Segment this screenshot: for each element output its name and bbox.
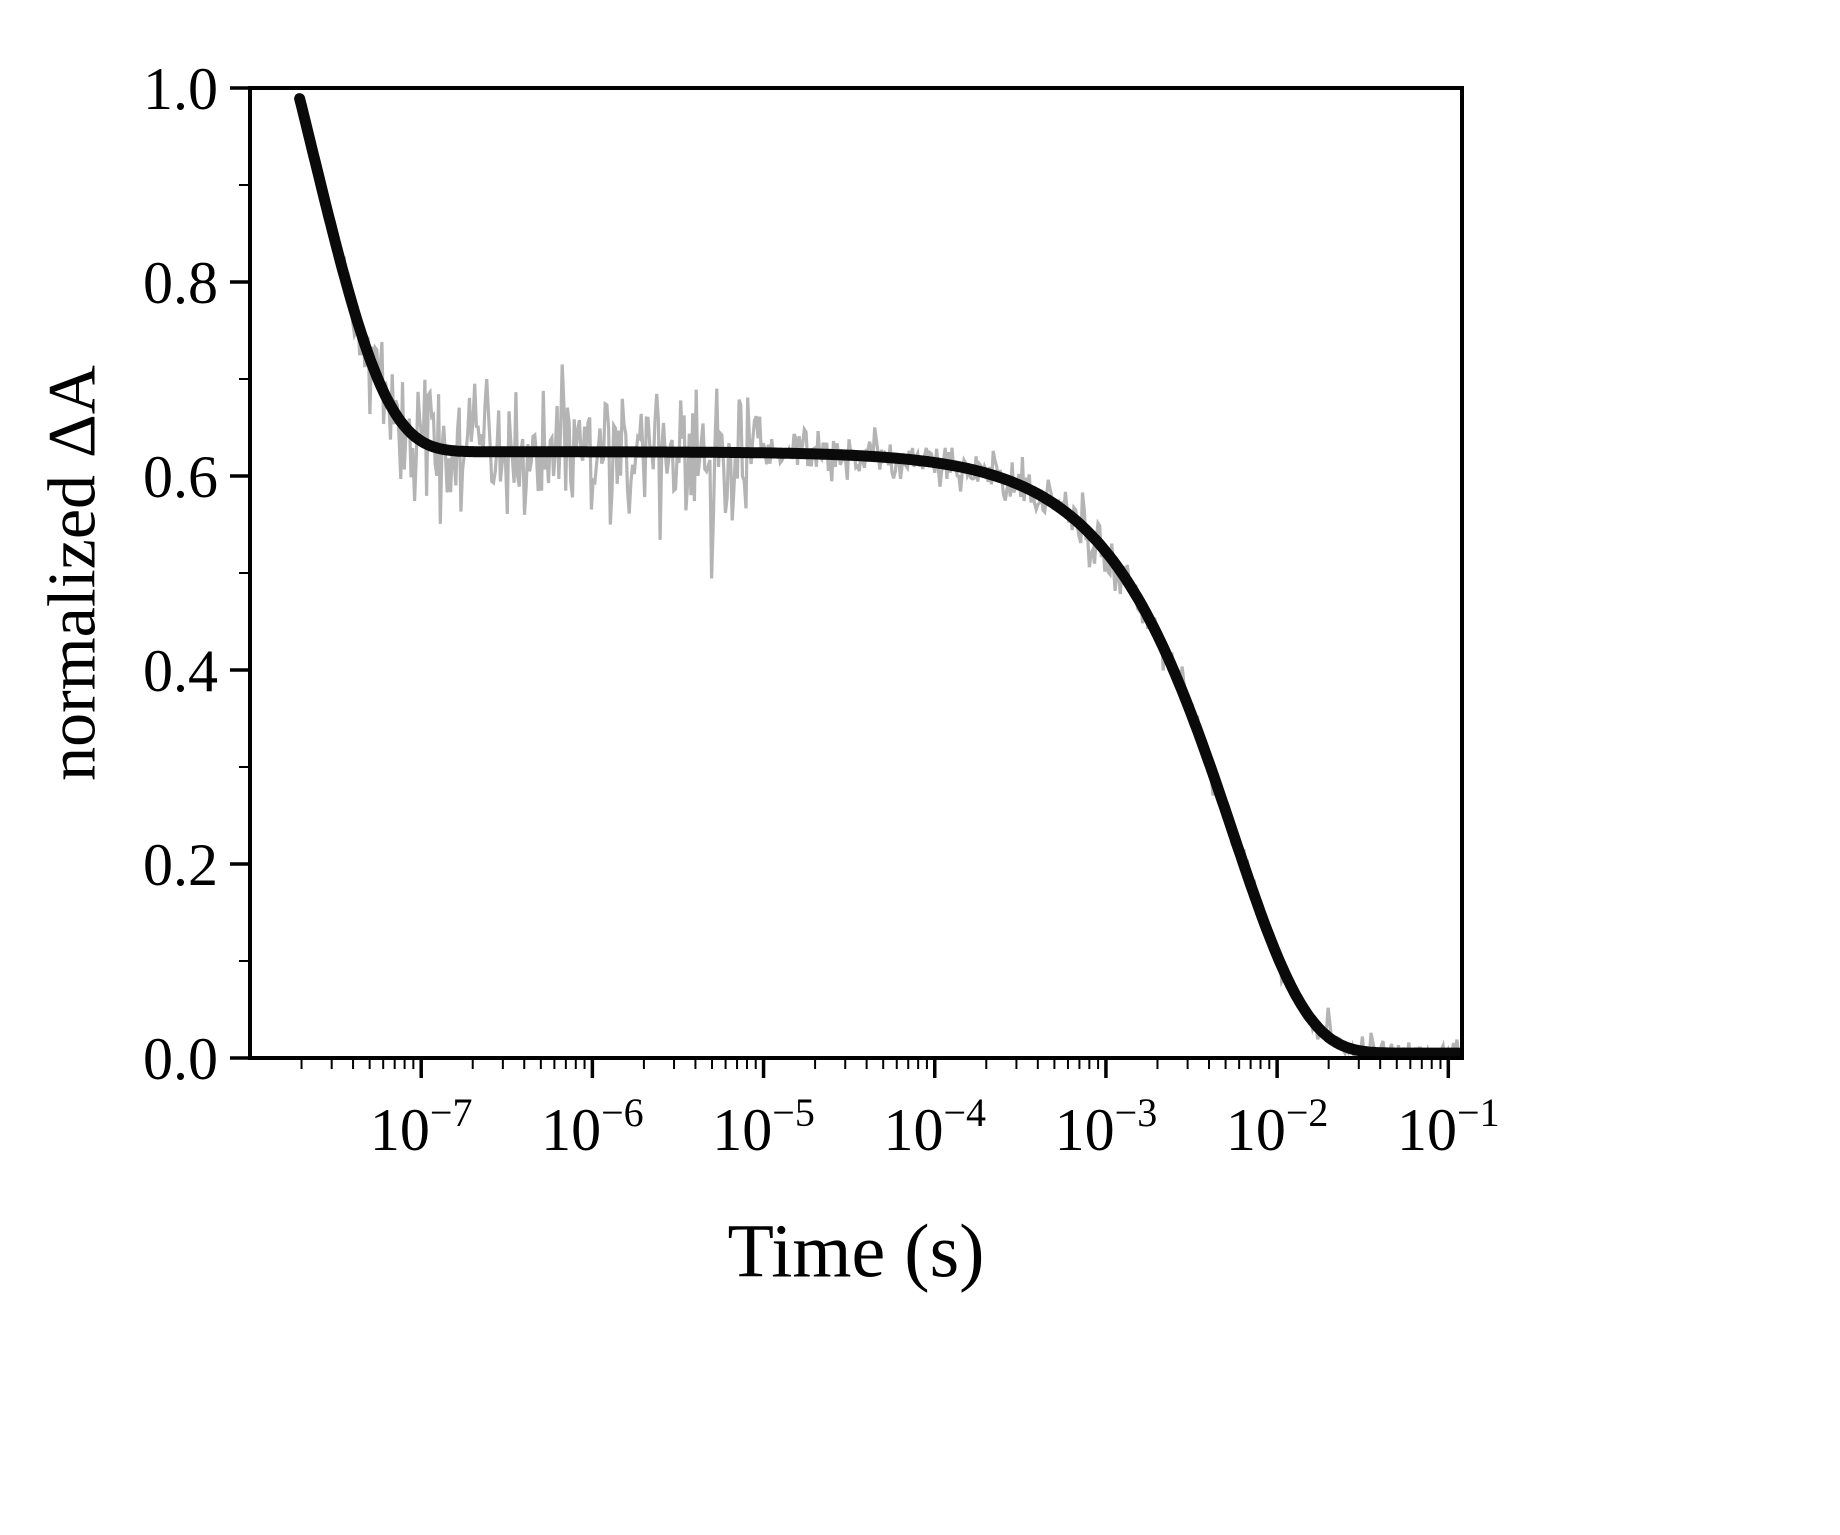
- svg-text:0.4: 0.4: [143, 638, 218, 704]
- x-axis-ticks: [300, 1058, 1451, 1078]
- x-tick-labels: 10−7 10−6 10−5 10−4 10−3 10−2 10−1: [370, 1090, 1500, 1163]
- svg-text:10−4: 10−4: [883, 1090, 986, 1163]
- svg-text:10−6: 10−6: [541, 1090, 644, 1163]
- svg-text:0.2: 0.2: [143, 832, 218, 898]
- svg-text:0.8: 0.8: [143, 250, 218, 316]
- svg-text:0.6: 0.6: [143, 444, 218, 510]
- plot-frame: [248, 86, 1464, 1060]
- svg-text:10−7: 10−7: [370, 1090, 473, 1163]
- noisy-data-series: [342, 256, 1461, 1058]
- svg-text:10−1: 10−1: [1397, 1090, 1500, 1163]
- y-axis-ticks: [230, 86, 250, 1060]
- svg-text:10−2: 10−2: [1226, 1090, 1329, 1163]
- svg-text:1.0: 1.0: [143, 56, 218, 122]
- y-tick-labels: 0.0 0.2 0.4 0.6 0.8 1.0: [143, 56, 218, 1092]
- svg-text:10−3: 10−3: [1055, 1090, 1158, 1163]
- y-axis-title: normalized ΔA: [33, 365, 110, 781]
- svg-text:0.0: 0.0: [143, 1026, 218, 1092]
- fit-curve-series: [294, 93, 1462, 1058]
- svg-text:10−5: 10−5: [712, 1090, 815, 1163]
- x-axis-title: Time (s): [727, 1209, 985, 1294]
